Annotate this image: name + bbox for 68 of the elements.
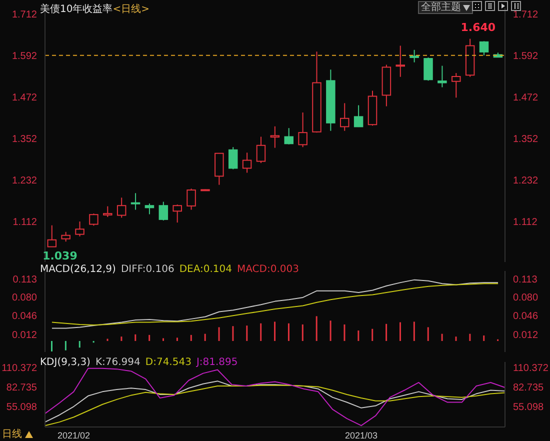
candlestick [214, 152, 224, 186]
y2-tick-label: 1.592 [513, 50, 538, 62]
y-tick-label: 0.080 [12, 292, 38, 304]
y-tick-label: 1.472 [12, 92, 38, 104]
chart-subtitle: <日线> [112, 2, 150, 16]
candlestick [186, 188, 196, 210]
annotation: 1.039 [42, 250, 78, 263]
candlestick [47, 224, 57, 248]
candlestick [130, 192, 140, 210]
y2-tick-label: 110.372 [513, 362, 549, 374]
candlestick [103, 206, 112, 218]
text: 日线 [2, 428, 22, 441]
candlestick [479, 40, 489, 56]
candlestick [410, 49, 419, 63]
text: D:74.543 [145, 357, 192, 368]
candlestick [354, 104, 364, 128]
x-tick-label: 2021/03 [344, 430, 378, 440]
candlestick [75, 221, 84, 237]
annotation: 1.640 [460, 20, 496, 34]
candlestick [89, 213, 98, 226]
y-tick-label: 1.352 [12, 134, 38, 146]
candlestick [424, 56, 433, 82]
candlestick [270, 126, 280, 148]
y-tick-label: 0.046 [12, 311, 38, 322]
candlestick [298, 112, 308, 148]
x-tick-label: 2021/02 [57, 430, 90, 440]
y-tick-label: 1.112 [12, 217, 38, 228]
y2-tick-label: 1.232 [513, 176, 538, 187]
candlestick [228, 146, 238, 170]
y-tick-label: 82.735 [6, 382, 38, 394]
candlestick [116, 197, 126, 218]
text: DEA:0.104 [179, 264, 232, 275]
y2-tick-label: 1.472 [513, 92, 538, 104]
candlestick [158, 201, 168, 221]
chart-title: MACD(26,12,9) [40, 264, 116, 275]
y2-tick-label: 1.712 [513, 9, 538, 20]
series-label: J:81.895 [196, 357, 238, 368]
text: MACD:0.003 [237, 264, 299, 275]
y2-tick-label: 0.012 [513, 330, 538, 341]
y2-tick-label: 0.080 [513, 292, 538, 304]
y-tick-label: 0.012 [12, 330, 38, 341]
annotation: 全部主题 [421, 2, 461, 13]
y2-tick-label: 1.352 [513, 134, 538, 146]
candlestick [396, 45, 406, 78]
candlestick [61, 231, 70, 242]
y2-tick-label: 1.112 [513, 217, 538, 228]
candlestick [172, 204, 182, 224]
y-tick-label: 55.098 [6, 402, 38, 413]
y2-tick-label: 55.098 [513, 402, 544, 413]
candlestick [284, 128, 294, 145]
text: DIFF:0.106 [120, 264, 174, 275]
candlestick [340, 102, 350, 132]
y-tick-label: 1.712 [12, 9, 38, 20]
y2-tick-label: 0.046 [513, 311, 538, 322]
text: K:76.994 [95, 357, 140, 368]
y2-tick-label: 82.735 [513, 382, 544, 394]
y-tick-label: 1.232 [12, 176, 38, 187]
y-tick-label: 110.372 [2, 362, 38, 374]
candlestick [452, 72, 461, 98]
candlestick [242, 152, 252, 174]
candlestick [438, 65, 447, 88]
chart-title: KDJ(9,3,3) [40, 357, 90, 368]
y2-tick-label: 0.113 [513, 274, 538, 286]
candlestick [144, 203, 154, 215]
chart-title: 美债10年收益率 [40, 2, 113, 16]
y-tick-label: 0.113 [12, 274, 38, 286]
candlestick [256, 136, 266, 164]
y-tick-label: 1.592 [12, 50, 38, 62]
